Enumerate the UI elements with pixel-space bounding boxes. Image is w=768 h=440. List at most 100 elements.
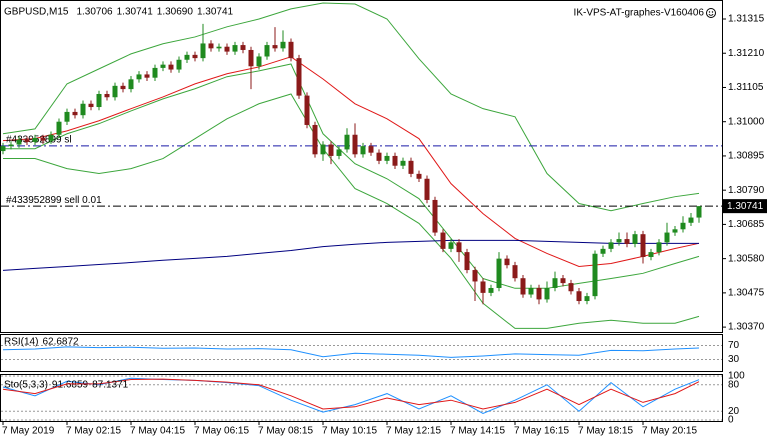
candle-body — [552, 278, 558, 288]
candle-body — [296, 58, 302, 96]
candle-body — [304, 95, 310, 125]
candle-body — [360, 146, 366, 155]
candle-body — [392, 155, 398, 166]
indicator-line — [3, 63, 700, 289]
rsi-tick-label: 70 — [728, 340, 740, 351]
candle-body — [464, 252, 470, 271]
candle-body — [0, 146, 6, 152]
candle-body — [416, 173, 422, 179]
price-tag-label: 1.30741 — [727, 201, 764, 212]
candle-body — [280, 41, 286, 49]
candle-body — [48, 134, 54, 141]
candle-body — [216, 46, 222, 49]
watermark: IK-VPS-AT-graphes-V160406 — [574, 8, 705, 19]
rsi-title: RSI(14) — [4, 337, 38, 348]
candle-body — [576, 291, 582, 302]
x-tick-label: 7 May 20:15 — [642, 426, 697, 437]
smiley-face — [706, 8, 716, 18]
candle-body — [232, 45, 238, 52]
y-tick-label: 1.30685 — [728, 219, 765, 230]
candle-body — [256, 56, 262, 67]
candle-body — [320, 144, 326, 155]
candle-body — [680, 222, 686, 230]
candle-body — [136, 74, 142, 80]
candle-body — [528, 287, 534, 295]
rsi-panel-frame — [0, 334, 723, 372]
candle-body — [184, 54, 190, 60]
candle-body — [568, 283, 574, 292]
candle-body — [64, 111, 70, 122]
candle-body — [648, 252, 654, 258]
candle-body — [104, 93, 110, 98]
smiley-mouth — [708, 13, 714, 16]
candle-body — [624, 239, 630, 244]
candle-body — [448, 242, 454, 249]
smiley-icon — [706, 8, 716, 18]
quote-value: 1.30741 — [197, 7, 234, 18]
candle-body — [472, 270, 478, 282]
stoch-title: Sto(5,3,3) — [4, 380, 48, 391]
x-tick-label: 7 May 08:15 — [258, 426, 313, 437]
order-label: #433952899 sell 0.01 — [6, 195, 102, 206]
stoch-tick-label: 100 — [728, 371, 745, 382]
x-tick-label: 7 May 10:15 — [322, 426, 377, 437]
candle-body — [664, 232, 670, 243]
x-tick-label: 7 May 2019 — [2, 426, 55, 437]
stoch-panel-frame — [0, 374, 723, 422]
candle-body — [424, 178, 430, 200]
candle-body — [16, 139, 22, 145]
candle-body — [120, 85, 126, 90]
candle-body — [224, 46, 230, 52]
candle-body — [696, 206, 702, 218]
main-panel-frame — [0, 0, 723, 333]
candle-body — [32, 138, 38, 142]
candle-body — [168, 64, 174, 70]
indicator-line — [3, 93, 700, 329]
candle-body — [632, 234, 638, 244]
candle-body — [592, 253, 598, 297]
stoch-tick-label: 20 — [728, 406, 740, 417]
candle-body — [504, 258, 510, 266]
candle-body — [240, 45, 246, 50]
y-tick-label: 1.30580 — [728, 253, 765, 264]
x-tick-label: 7 May 18:15 — [578, 426, 633, 437]
candle-body — [112, 85, 118, 98]
rsi-line — [2, 346, 700, 358]
stoch-line — [2, 378, 700, 410]
y-tick-label: 1.31210 — [728, 48, 765, 59]
candle-body — [400, 160, 406, 166]
indicator-line — [2, 56, 700, 267]
stoch-line — [2, 377, 700, 414]
candle-body — [616, 239, 622, 243]
candle-body — [600, 248, 606, 254]
candle-body — [520, 278, 526, 295]
candle-body — [152, 67, 158, 78]
candle-body — [440, 232, 446, 249]
candle-body — [8, 144, 14, 147]
candle-body — [312, 124, 318, 155]
candle-body — [176, 59, 182, 70]
candle-body — [40, 138, 46, 141]
x-tick-label: 7 May 04:15 — [130, 426, 185, 437]
quote-value: 1.30690 — [157, 7, 194, 18]
y-tick-label: 1.31105 — [728, 82, 764, 93]
candle-body — [536, 287, 542, 300]
candle-body — [584, 296, 590, 302]
y-tick-label: 1.30370 — [728, 322, 765, 333]
symbol-label: GBPUSD,M15 — [4, 7, 69, 18]
y-tick-label: 1.30475 — [728, 288, 765, 299]
rsi-tick-label: 30 — [728, 354, 740, 365]
order-label: #433952899 sl — [6, 134, 72, 145]
candle-body — [96, 93, 102, 108]
stoch-value: 87.1371 — [92, 380, 129, 391]
candle-body — [56, 121, 62, 135]
candle-body — [560, 278, 566, 284]
candle-body — [344, 134, 350, 150]
candle-body — [512, 265, 518, 279]
x-tick-label: 7 May 06:15 — [194, 426, 249, 437]
indicator-line — [2, 239, 699, 271]
smiley-eye — [708, 11, 711, 13]
candle-body — [128, 79, 134, 90]
